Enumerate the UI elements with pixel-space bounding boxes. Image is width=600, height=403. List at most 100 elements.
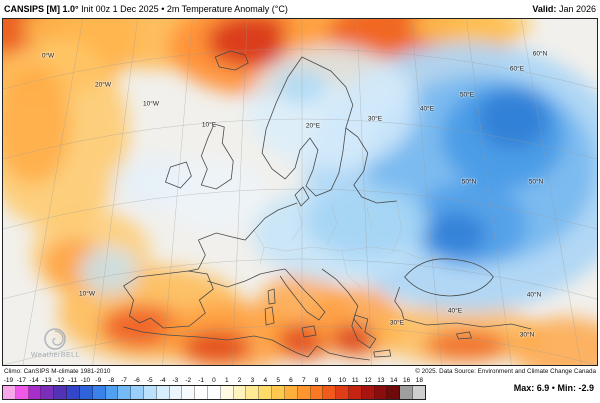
max-min-readout: Max: 6.9 • Min: -2.9	[514, 383, 598, 393]
colorbar-tick: -11	[68, 377, 78, 384]
colorbar-block: -19 -17 -14 -13 -12 -11 -10 -9 -8 -7 -6 -5 -4 -3 -2 -1 0…	[2, 376, 426, 400]
coastlines	[123, 50, 532, 361]
colorbar-cell	[284, 386, 298, 399]
colorbar-tick: -7	[121, 377, 127, 384]
weatherbell-logo: WeatherBELL	[31, 327, 80, 359]
title-block: CANSIPS [M] 1.0° Init 00z 1 Dec 2025 • 2…	[4, 4, 288, 15]
min-label: Min:	[557, 383, 576, 393]
anomaly-map-svg	[3, 19, 597, 365]
colorbar-tick: 16	[402, 377, 411, 384]
colorbar-tick: -2	[185, 377, 192, 384]
colorbar	[2, 385, 426, 400]
maxmin-separator: •	[551, 383, 555, 393]
colorbar-cell	[143, 386, 157, 399]
copyright-note: © 2025. Data Source: Environment and Cli…	[415, 368, 596, 375]
min-value: -2.9	[578, 383, 594, 393]
colorbar-tick: -19	[3, 377, 14, 384]
colorbar-cell	[387, 386, 401, 399]
colorbar-tick: 4	[263, 377, 268, 384]
grid-label: 20°W	[95, 81, 111, 89]
map-header: CANSIPS [M] 1.0° Init 00z 1 Dec 2025 • 2…	[0, 0, 600, 18]
colorbar-cell	[310, 386, 324, 399]
grid-label: 30°E	[367, 115, 383, 123]
colorbar-tick: -12	[55, 377, 65, 384]
grid-label: 20°E	[305, 122, 321, 130]
weatherbell-swirl-icon	[44, 328, 67, 350]
colorbar-cell	[400, 386, 413, 399]
colorbar-ticks: -19 -17 -14 -13 -12 -11 -10 -9 -8 -7 -6 -5 -4 -3 -2 -1 0…	[2, 376, 426, 385]
colorbar-cell	[182, 386, 196, 399]
colorbar-tick: 3	[250, 377, 255, 384]
grid-label: 50°N	[461, 178, 477, 186]
colorbar-cell	[297, 386, 311, 399]
colorbar-cell	[3, 386, 16, 399]
colorbar-tick: -1	[198, 377, 204, 384]
colorbar-cell	[413, 386, 425, 399]
colorbar-cell	[348, 386, 362, 399]
colorbar-tick: 12	[364, 377, 372, 384]
grid-label: 10°W	[79, 290, 95, 298]
grid-label: 0°W	[41, 52, 55, 60]
colorbar-cell	[156, 386, 170, 399]
grid-label: 40°N	[526, 291, 542, 299]
grid-label: 50°N	[528, 178, 544, 186]
map-canvas: 0°W 20°W 10°W 10°E 20°E 30°E 40°E 50°E 60°E 60°N 5…	[2, 18, 598, 366]
colorbar-tick: 7	[302, 377, 306, 384]
colorbar-cell	[67, 386, 80, 399]
max-label: Max:	[513, 383, 535, 393]
colorbar-cell	[118, 386, 132, 399]
colorbar-tick: -9	[95, 377, 102, 384]
colorbar-tick: 11	[351, 377, 359, 384]
colorbar-cell	[272, 386, 285, 399]
grid-label: 40°E	[419, 105, 435, 113]
grid-label: 30°N	[519, 331, 535, 339]
valid-value: Jan 2026	[558, 4, 596, 14]
grid-label: 40°E	[447, 307, 463, 315]
valid-label: Valid:	[532, 4, 557, 14]
colorbar-tick: -4	[159, 377, 166, 384]
colorbar-tick: -5	[146, 377, 153, 384]
weatherbell-text: WeatherBELL	[31, 352, 80, 359]
colorbar-cell	[28, 386, 42, 399]
map-footer: Climo: CanSIPS M-climate 1981-2010 © 202…	[0, 366, 600, 400]
colorbar-tick: 1	[224, 377, 229, 384]
colorbar-tick: -10	[80, 377, 91, 384]
grid-label: 60°N	[532, 50, 548, 58]
grid-label: 30°E	[389, 319, 405, 327]
colorbar-cell	[54, 386, 68, 399]
colorbar-cell	[41, 386, 55, 399]
colorbar-tick: 18	[415, 377, 424, 384]
colorbar-cell	[233, 386, 247, 399]
colorbar-cell	[259, 386, 273, 399]
colorbar-cell	[374, 386, 388, 399]
colorbar-cell	[169, 386, 183, 399]
colorbar-tick: 14	[390, 377, 398, 384]
anomaly-field-layer	[3, 19, 597, 365]
colorbar-cell	[105, 386, 119, 399]
colorbar-cell	[208, 386, 221, 399]
colorbar-cell	[361, 386, 375, 399]
colorbar-cell	[15, 386, 29, 399]
colorbar-tick: 0	[212, 377, 216, 384]
colorbar-cell	[92, 386, 106, 399]
climo-note: Climo: CanSIPS M-climate 1981-2010	[4, 368, 111, 375]
valid-block: Valid: Jan 2026	[532, 4, 596, 15]
colorbar-cell	[131, 386, 144, 399]
init-info: Init 00z 1 Dec 2025 • 2m Temperature Ano…	[81, 4, 288, 14]
colorbar-cell	[79, 386, 93, 399]
colorbar-tick: 8	[314, 377, 319, 384]
colorbar-tick: -8	[108, 377, 115, 384]
colorbar-cell	[220, 386, 234, 399]
colorbar-tick: 6	[289, 377, 293, 384]
graticule-lines	[3, 19, 597, 365]
colorbar-tick: -14	[29, 377, 39, 384]
colorbar-cell	[336, 386, 349, 399]
grid-label: 10°E	[201, 121, 217, 129]
colorbar-tick: -13	[42, 377, 52, 384]
colorbar-tick: 10	[338, 377, 346, 384]
colorbar-tick: 13	[377, 377, 385, 384]
colorbar-tick: -6	[133, 377, 140, 384]
colorbar-tick: 9	[327, 377, 332, 384]
model-name: CANSIPS [M] 1.0°	[4, 4, 79, 14]
colorbar-tick: -17	[16, 377, 26, 384]
